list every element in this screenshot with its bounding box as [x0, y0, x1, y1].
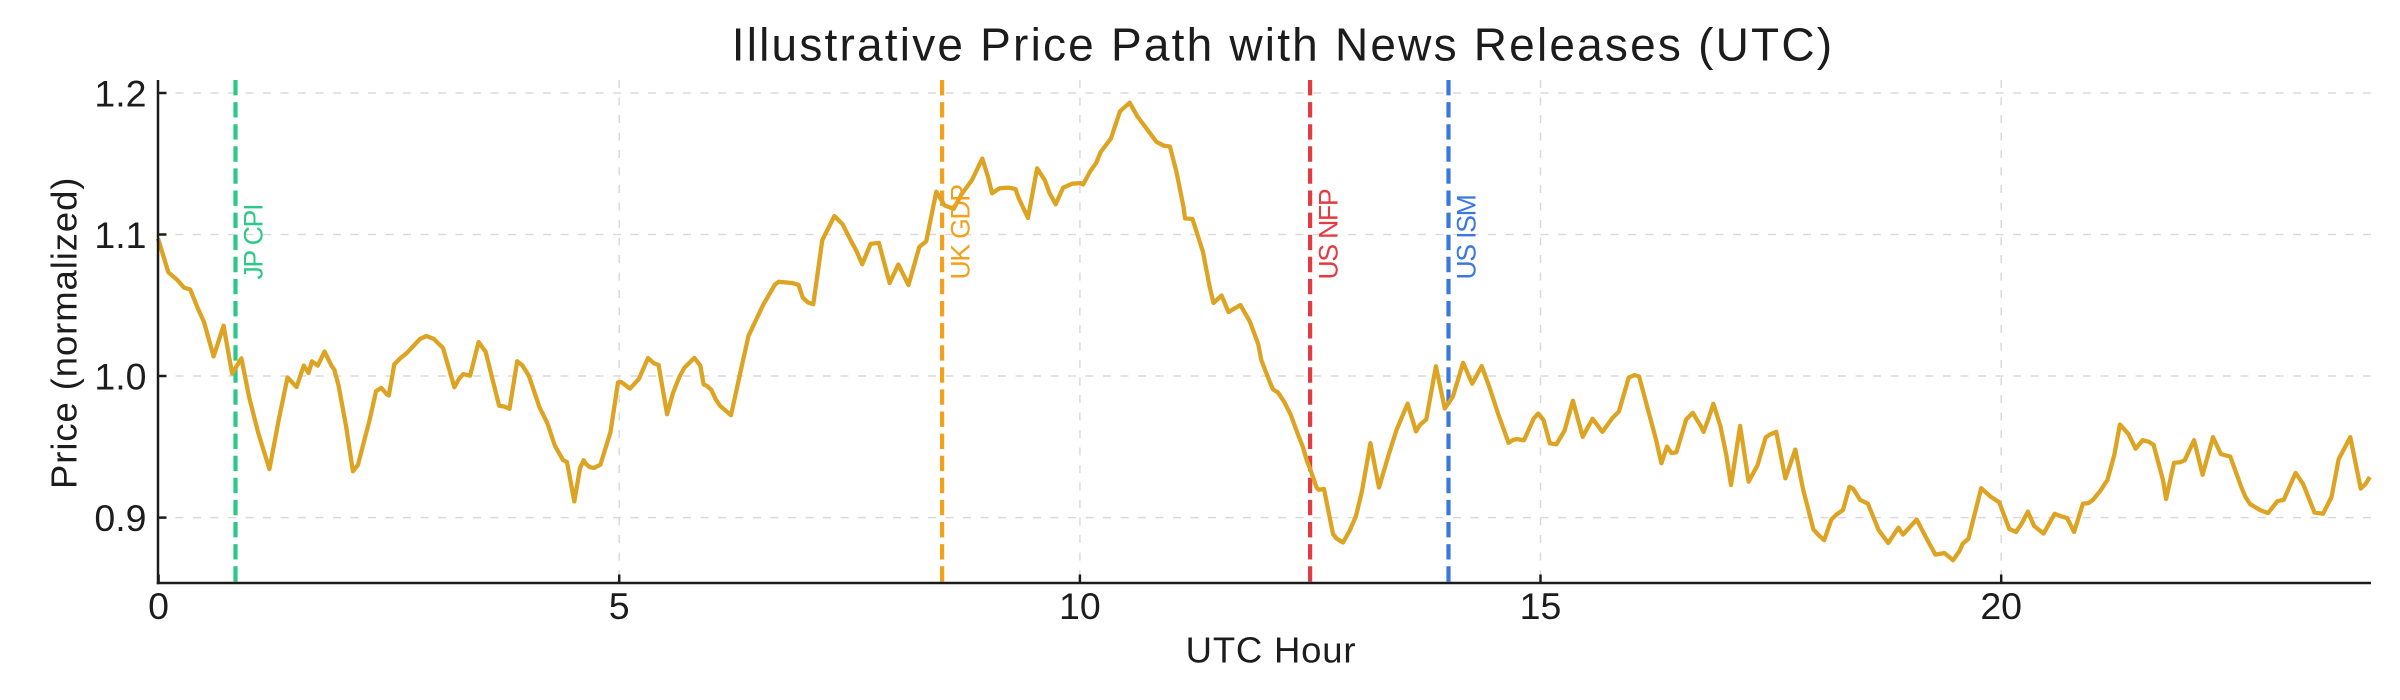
- svg-text:1.0: 1.0: [94, 355, 146, 397]
- svg-text:UK GDP: UK GDP: [945, 185, 975, 280]
- svg-text:5: 5: [609, 585, 630, 627]
- svg-text:15: 15: [1520, 585, 1562, 627]
- svg-text:US NFP: US NFP: [1313, 189, 1343, 280]
- svg-text:0.9: 0.9: [94, 497, 146, 539]
- svg-text:20: 20: [1980, 585, 2022, 627]
- svg-text:1.1: 1.1: [94, 214, 146, 256]
- svg-text:Price (normalized): Price (normalized): [44, 177, 85, 489]
- svg-text:US ISM: US ISM: [1452, 195, 1482, 279]
- svg-text:Illustrative Price Path with N: Illustrative Price Path with News Releas…: [732, 19, 1835, 71]
- svg-text:0: 0: [148, 585, 169, 627]
- svg-text:JP CPI: JP CPI: [239, 205, 269, 280]
- svg-text:10: 10: [1059, 585, 1101, 627]
- svg-text:1.2: 1.2: [94, 72, 146, 114]
- svg-text:UTC Hour: UTC Hour: [1186, 630, 1357, 671]
